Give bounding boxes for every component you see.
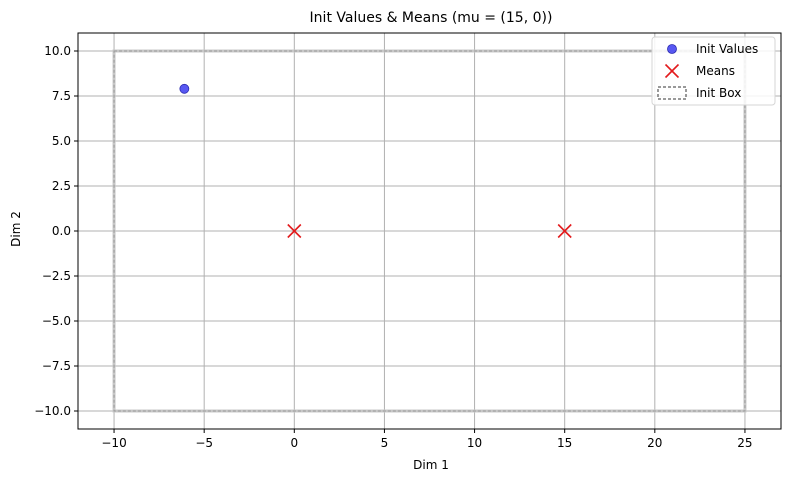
y-tick-label: −7.5 xyxy=(42,359,71,373)
mean-marker xyxy=(287,223,302,239)
x-tick-label: 0 xyxy=(290,436,298,450)
x-tick-labels: −10 −5 0 5 10 15 20 25 xyxy=(101,436,752,450)
legend-dot-icon xyxy=(667,44,677,54)
x-axis-label: Dim 1 xyxy=(413,458,449,472)
legend-x-icon xyxy=(664,63,680,79)
y-tick-label: −10.0 xyxy=(34,404,71,418)
y-tick-label: 2.5 xyxy=(52,179,71,193)
y-tick-label: 10.0 xyxy=(44,44,71,58)
y-tick-label: 5.0 xyxy=(52,134,71,148)
y-tick-label: −5.0 xyxy=(42,314,71,328)
legend-label: Init Values xyxy=(696,42,758,56)
chart-title: Init Values & Means (mu = (15, 0)) xyxy=(310,10,553,26)
mean-marker-stroke xyxy=(557,223,572,239)
y-tick-label: −2.5 xyxy=(42,269,71,283)
y-tick-label: 0.0 xyxy=(52,224,71,238)
mean-marker-stroke xyxy=(287,223,302,239)
legend-label: Means xyxy=(696,64,735,78)
init-box xyxy=(112,49,747,413)
legend: Init Values Means Init Box xyxy=(651,36,776,106)
x-tick-label: 5 xyxy=(381,436,389,450)
init-value-point xyxy=(179,83,190,94)
y-axis-label: Dim 2 xyxy=(9,211,23,247)
x-tick-label: −10 xyxy=(101,436,126,450)
x-tick-label: 15 xyxy=(557,436,572,450)
legend-x-stroke xyxy=(664,63,680,79)
mean-marker xyxy=(557,223,572,239)
x-tick-label: 10 xyxy=(467,436,482,450)
legend-label: Init Box xyxy=(696,86,741,100)
init-box-rect xyxy=(113,50,746,412)
x-tick-label: 25 xyxy=(737,436,752,450)
y-tick-labels: −10.0 −7.5 −5.0 −2.5 0.0 2.5 5.0 7.5 10.0 xyxy=(34,44,71,418)
data-points xyxy=(179,83,572,239)
legend-box xyxy=(651,36,776,106)
x-tick-label: −5 xyxy=(195,436,213,450)
tick-marks xyxy=(74,50,746,433)
x-tick-label: 20 xyxy=(647,436,662,450)
y-tick-label: 7.5 xyxy=(52,89,71,103)
